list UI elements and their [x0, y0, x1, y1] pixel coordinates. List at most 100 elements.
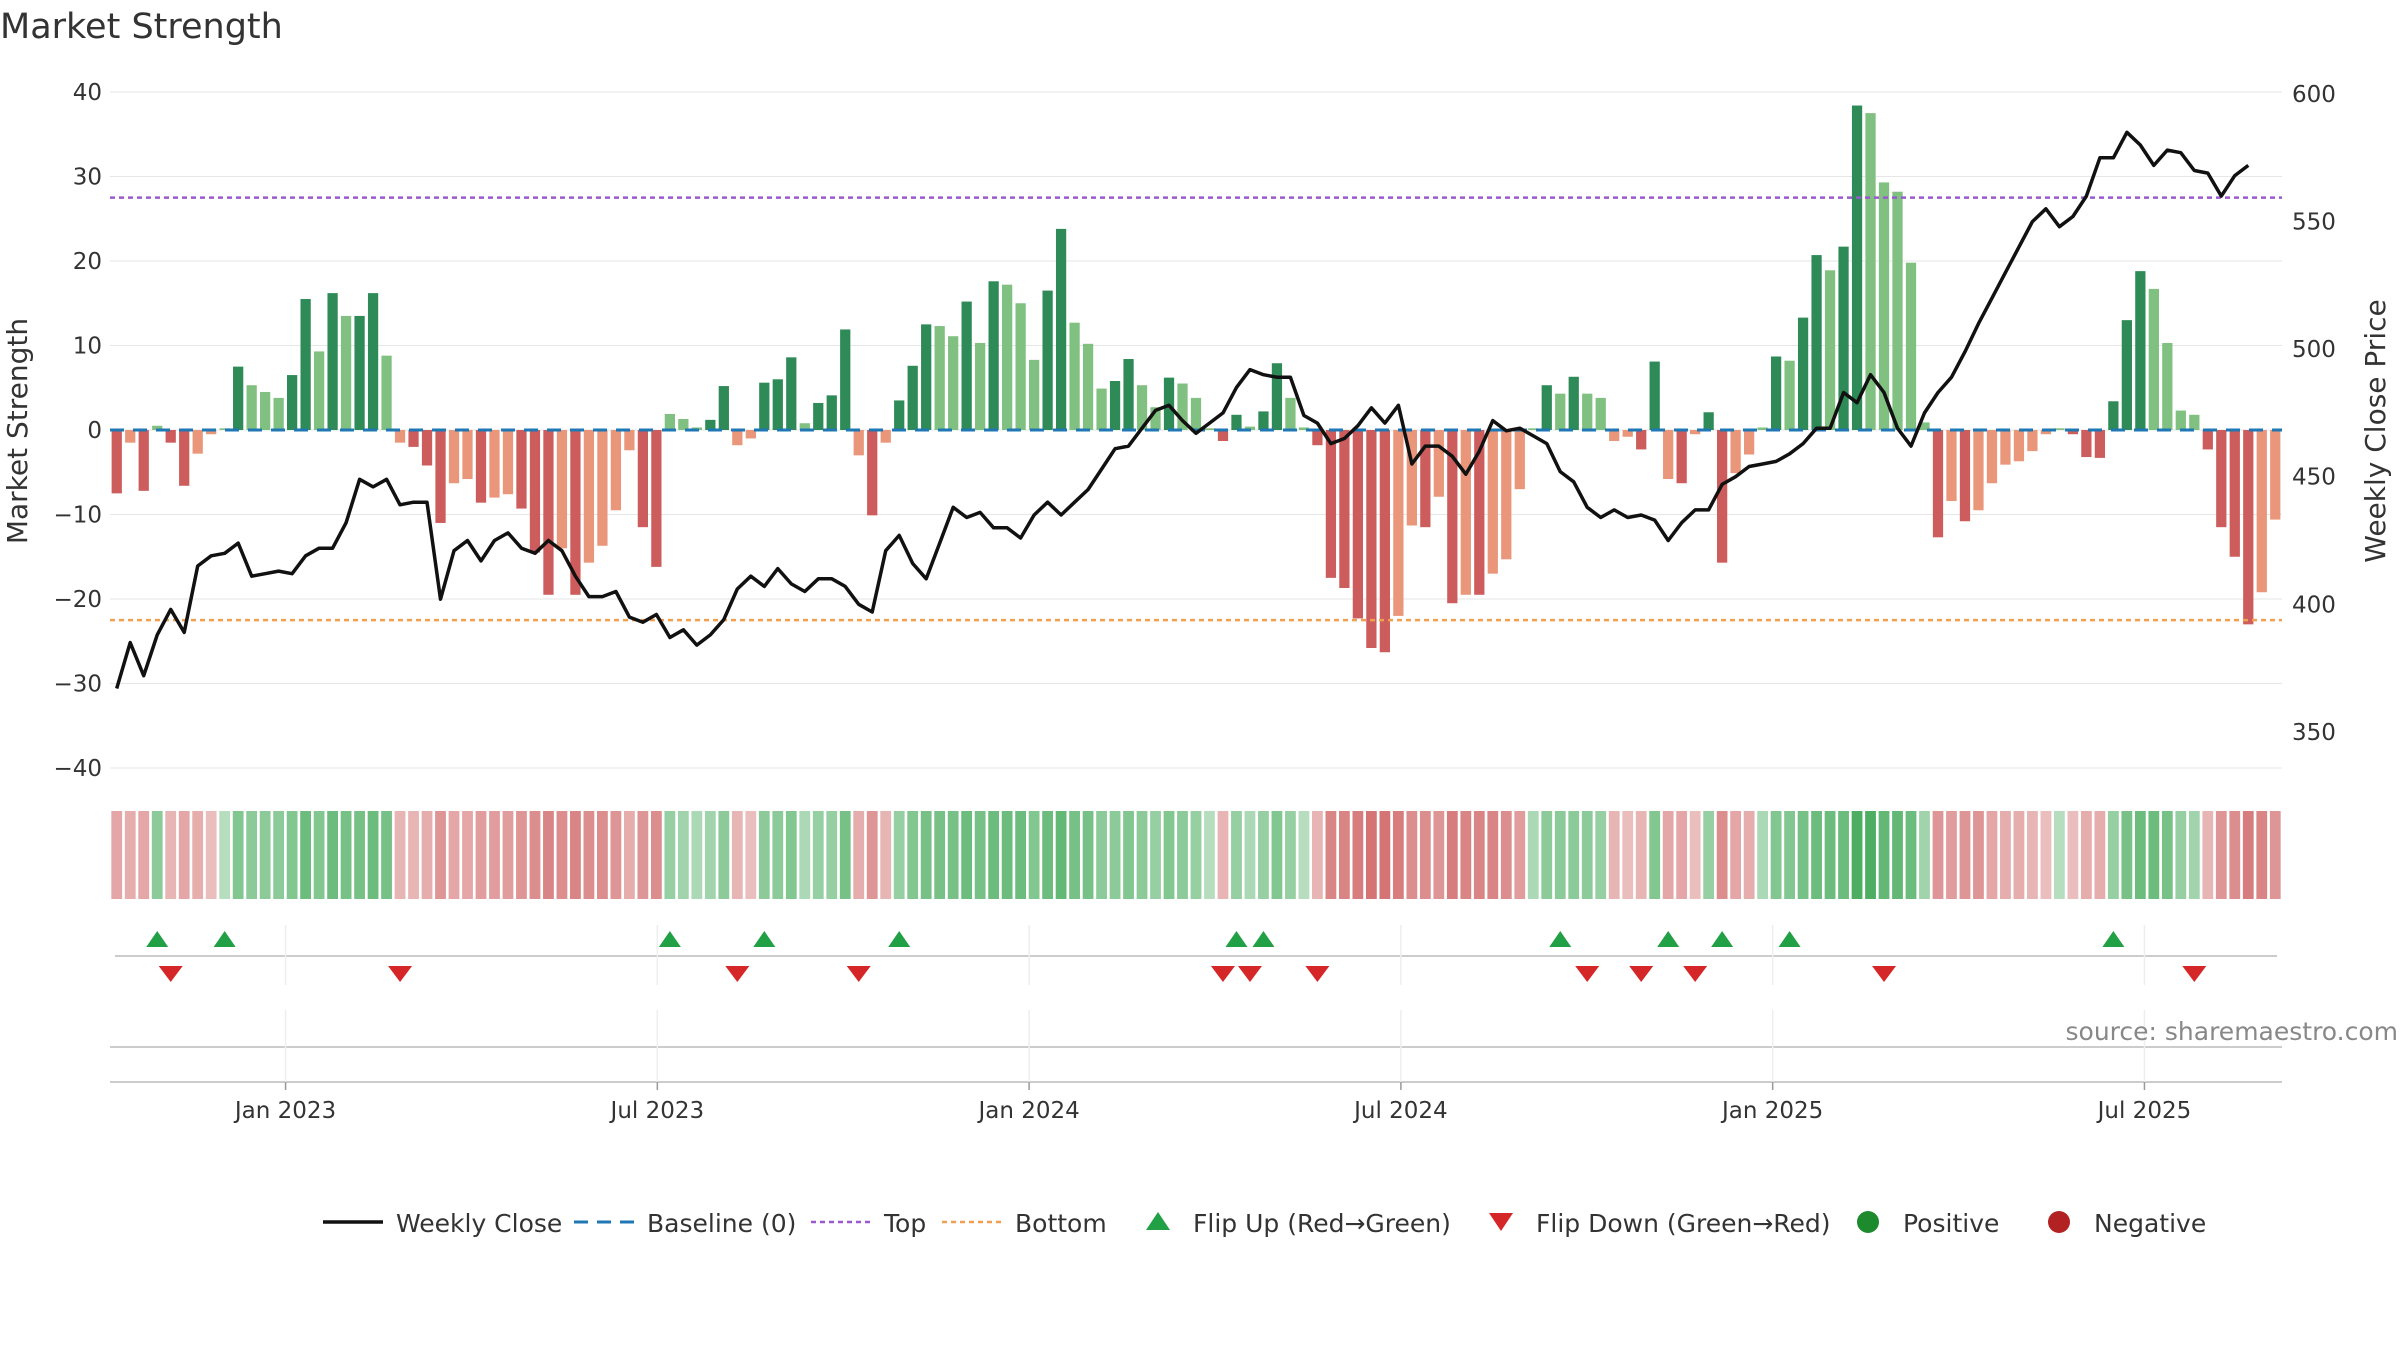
heat-cell — [205, 811, 217, 899]
strength-bar — [907, 365, 918, 430]
heat-cell — [1177, 811, 1188, 899]
y-axis-title: Market Strength — [1, 318, 34, 544]
strength-bar — [1312, 430, 1323, 446]
legend-triangle-down-icon — [1489, 1213, 1513, 1231]
heat-cell — [988, 811, 1000, 899]
strength-bar — [1393, 430, 1404, 616]
strength-bar — [2067, 430, 2079, 435]
strength-bar — [2229, 430, 2240, 557]
strength-bar — [1797, 317, 1809, 430]
strength-bar — [381, 355, 392, 430]
heat-cell — [1433, 811, 1445, 899]
legend-label: Positive — [1903, 1209, 1999, 1238]
strength-bar — [2108, 401, 2119, 430]
heat-cell — [1770, 811, 1782, 899]
legend-item: Positive — [1857, 1209, 1999, 1238]
heat-cell — [677, 811, 689, 899]
heat-cell — [286, 811, 298, 899]
heat-cell — [1082, 811, 1094, 899]
heat-cell — [772, 811, 784, 899]
heat-cell — [2256, 811, 2268, 899]
strength-bar — [1932, 430, 1944, 538]
heat-cell — [354, 811, 365, 899]
strength-bar — [2256, 430, 2267, 593]
x-tick-label: Jul 2024 — [1352, 1098, 1448, 1124]
strength-bar — [1824, 270, 1836, 430]
heat-cell — [718, 811, 730, 899]
heat-cell — [1527, 811, 1539, 899]
strength-bar — [1757, 427, 1768, 430]
flip-up-marker — [658, 931, 681, 947]
heat-cell — [2000, 811, 2011, 899]
heat-cell — [2040, 811, 2052, 899]
strength-bar — [125, 430, 136, 443]
strength-bar — [1433, 430, 1444, 497]
strength-bar — [759, 382, 770, 430]
heat-cell — [219, 811, 231, 899]
heat-cell — [1352, 811, 1364, 899]
heat-cell — [2269, 811, 2281, 899]
strength-bar — [1770, 356, 1782, 430]
heat-cell — [2188, 811, 2200, 899]
heat-cell — [1042, 811, 1053, 899]
strength-bar — [1096, 388, 1107, 430]
heat-cell — [1730, 811, 1742, 899]
strength-bar — [651, 430, 662, 567]
strength-bar — [367, 293, 379, 430]
strength-bar — [2270, 430, 2281, 520]
legend-label: Top — [883, 1209, 926, 1238]
strength-bar — [1676, 430, 1687, 484]
strength-bar — [1028, 359, 1040, 430]
x-tick-label: Jan 2024 — [976, 1098, 1079, 1124]
legend-label: Flip Up (Red→Green) — [1193, 1209, 1451, 1238]
heat-cell — [1231, 811, 1242, 899]
heat-cell — [1743, 811, 1755, 899]
strength-bar — [583, 430, 595, 563]
strength-bar — [624, 430, 635, 451]
strength-bar — [1865, 113, 1876, 430]
x-tick-label: Jul 2025 — [2096, 1098, 2192, 1124]
heat-cell — [1554, 811, 1566, 899]
reference-lines — [110, 196, 2282, 622]
heat-cell — [1919, 811, 1930, 899]
flip-up-marker — [2102, 931, 2125, 947]
heat-cell — [1109, 811, 1121, 899]
strength-bar — [853, 430, 864, 456]
heat-cell — [2202, 811, 2214, 899]
strength-bar — [111, 430, 122, 494]
strength-bar — [421, 430, 433, 466]
strength-bar — [1474, 430, 1485, 595]
heat-cell — [327, 811, 338, 899]
legend-triangle-up-icon — [1146, 1212, 1170, 1230]
heat-cell — [1946, 811, 1957, 899]
heat-cell — [556, 811, 568, 899]
heat-cell — [1339, 811, 1350, 899]
strength-bar — [1069, 322, 1080, 430]
heat-cell — [2161, 811, 2173, 899]
x-tick-label: Jul 2023 — [609, 1098, 705, 1124]
heat-cell — [1446, 811, 1458, 899]
flip-up-marker — [1778, 931, 1801, 947]
flip-down-marker — [158, 966, 183, 982]
strength-bar — [1595, 397, 1606, 430]
strength-bar — [165, 430, 176, 443]
flip-down-marker — [725, 966, 750, 982]
heat-cell — [880, 811, 892, 899]
strength-bar — [1055, 228, 1067, 430]
strength-bar — [1555, 393, 1566, 430]
chart-title: Market Strength — [0, 7, 283, 47]
strength-bar — [840, 329, 851, 430]
flip-down-marker — [1210, 966, 1235, 982]
strength-bar — [664, 413, 675, 430]
heat-cell — [664, 811, 676, 899]
heat-cell — [489, 811, 500, 899]
flip-up-marker — [753, 931, 776, 947]
strength-bar — [1838, 246, 1849, 430]
strength-bar — [732, 430, 743, 446]
strength-bar — [327, 293, 338, 430]
heat-cell — [1136, 811, 1148, 899]
heat-cell — [1676, 811, 1688, 899]
flip-down-marker — [1872, 966, 1897, 982]
heat-cell — [1635, 811, 1647, 899]
legend-dot-icon — [1857, 1211, 1879, 1233]
